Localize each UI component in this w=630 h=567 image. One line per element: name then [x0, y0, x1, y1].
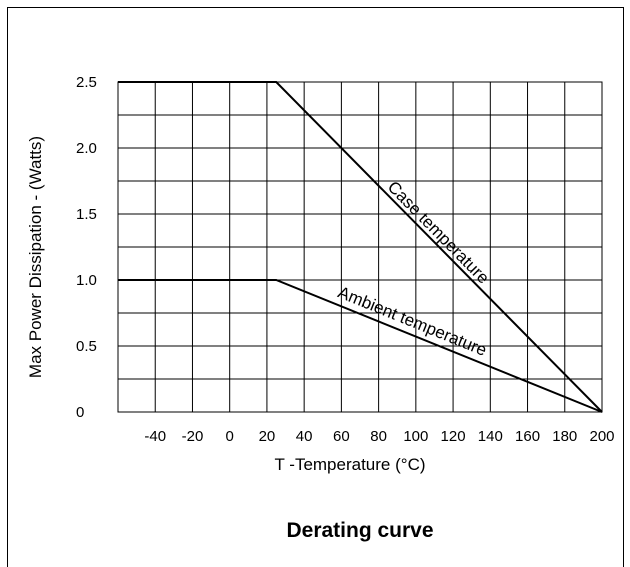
y-tick-label: 2.0	[76, 140, 97, 157]
x-tick-label: 60	[333, 428, 350, 445]
x-tick-label: 160	[515, 428, 540, 445]
y-tick-label: 2.5	[76, 74, 97, 91]
y-tick-label: 0	[76, 404, 84, 421]
chart-title: Derating curve	[286, 519, 433, 542]
x-tick-label: -20	[182, 428, 204, 445]
x-tick-label: 180	[552, 428, 577, 445]
y-tick-label: 0.5	[76, 338, 97, 355]
series-line-ambient-temperature	[118, 279, 603, 413]
x-tick-label: 0	[226, 428, 234, 445]
x-tick-label: 40	[296, 428, 313, 445]
figure-frame	[7, 7, 624, 567]
x-tick-label: 80	[370, 428, 387, 445]
x-tick-label: 120	[441, 428, 466, 445]
y-tick-label: 1.5	[76, 206, 97, 223]
y-axis-label: Max Power Dissipation - (Watts)	[26, 136, 45, 378]
x-tick-label: 200	[589, 428, 614, 445]
series-line-case-temperature	[118, 81, 603, 413]
plot-area-border	[117, 81, 603, 413]
series-lines	[118, 81, 603, 413]
x-tick-label: 100	[403, 428, 428, 445]
x-tick-label: -40	[144, 428, 166, 445]
tick-labels: -40 -20 0 20 40 60 80 100 120 140 160 180 200 0 0.5 1.0…	[76, 74, 615, 445]
grid-lines	[118, 82, 602, 412]
x-tick-label: 140	[478, 428, 503, 445]
x-tick-label: 20	[259, 428, 276, 445]
y-tick-label: 1.0	[76, 272, 97, 289]
series-label-case-temperature: Case temperature	[384, 177, 493, 287]
series-label-ambient-temperature: Ambient temperature	[335, 283, 489, 360]
x-axis-label: T -Temperature (°C)	[274, 455, 425, 474]
